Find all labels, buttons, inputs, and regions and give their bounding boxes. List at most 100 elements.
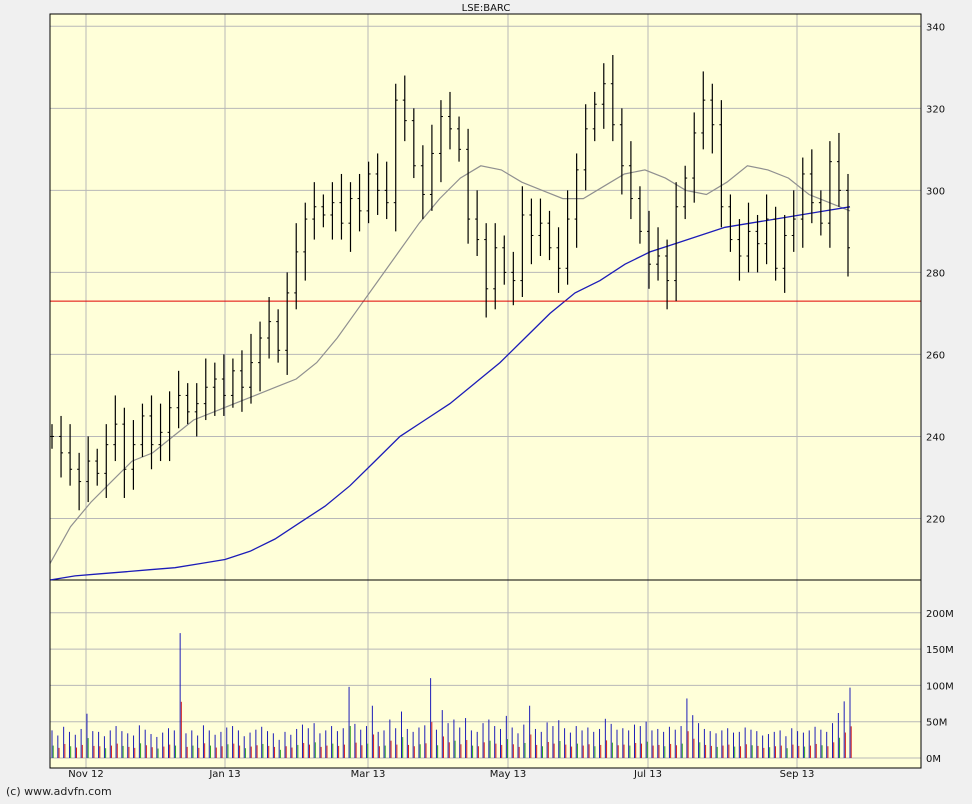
- price-bar: [637, 186, 642, 244]
- price-bar: [565, 190, 570, 285]
- volume-bar: [360, 729, 363, 758]
- volume-bar: [366, 726, 369, 758]
- volume-bar: [517, 733, 520, 758]
- volume-bar: [307, 728, 310, 758]
- volume-bar: [604, 718, 608, 758]
- price-bar: [294, 223, 299, 310]
- volume-bar: [261, 726, 264, 758]
- price-bar: [809, 149, 814, 224]
- volume-bar: [797, 731, 800, 758]
- volume-bar: [826, 731, 829, 758]
- volume-tick-label: 200M: [926, 609, 954, 620]
- volume-bar: [296, 728, 299, 758]
- volume-bar: [138, 725, 142, 758]
- volume-bar: [272, 733, 276, 758]
- price-bar: [827, 141, 832, 248]
- volume-bar: [459, 727, 462, 758]
- volume-bar: [412, 731, 415, 758]
- volume-bar: [191, 730, 194, 758]
- plot-border: [49, 13, 922, 769]
- price-bar: [303, 202, 308, 281]
- price-bar: [520, 186, 525, 297]
- volume-bar: [226, 727, 229, 758]
- price-bar: [647, 210, 651, 289]
- volume-bar: [430, 678, 433, 758]
- volume-bar: [616, 729, 619, 758]
- volume-bar: [581, 730, 584, 758]
- price-bar: [448, 91, 452, 150]
- x-tick-label: Sep 13: [780, 769, 815, 780]
- volume-bar: [267, 731, 270, 758]
- volume-bar: [651, 730, 654, 758]
- volume-bar: [476, 731, 479, 758]
- price-bar: [836, 132, 841, 207]
- volume-bar: [698, 723, 701, 758]
- volume-bar: [383, 730, 386, 758]
- volume-bar: [68, 731, 72, 758]
- price-tick-label: 240: [926, 432, 945, 443]
- volume-bar: [377, 731, 380, 758]
- volume-bar: [599, 728, 602, 758]
- price-bar: [737, 219, 742, 281]
- volume-bar: [744, 727, 747, 758]
- price-bar: [547, 210, 552, 261]
- volume-bar: [674, 729, 677, 758]
- price-bars: [50, 55, 850, 511]
- volume-bar: [406, 728, 410, 758]
- volume-bar: [220, 731, 223, 758]
- volume-bar: [727, 728, 730, 758]
- volume-bar: [395, 728, 398, 758]
- volume-bar: [185, 733, 188, 758]
- volume-bar: [86, 713, 89, 758]
- price-bar: [59, 415, 64, 478]
- price-bar: [619, 108, 624, 195]
- price-bar: [628, 141, 633, 220]
- volume-bar: [441, 710, 444, 758]
- price-bar: [393, 83, 398, 232]
- volume-bar: [255, 729, 258, 758]
- price-bar: [86, 436, 91, 503]
- volume-bar: [156, 736, 159, 758]
- volume-bar: [575, 726, 578, 758]
- volume-bar: [843, 701, 846, 758]
- chart-title: LSE:BARC: [462, 3, 511, 14]
- price-bar: [95, 448, 100, 486]
- price-bar: [212, 362, 217, 416]
- volume-bar: [354, 723, 357, 758]
- volume-bar: [389, 719, 392, 758]
- price-bar: [77, 452, 82, 511]
- volume-bar: [750, 729, 753, 758]
- price-bar: [665, 239, 670, 310]
- volume-bar: [371, 705, 375, 758]
- price-bar: [529, 198, 534, 265]
- volume-bar: [639, 726, 643, 758]
- price-bar: [429, 124, 434, 211]
- price-bar: [846, 173, 850, 277]
- price-bar: [438, 100, 443, 183]
- price-bar: [348, 182, 353, 252]
- volume-bar: [534, 728, 538, 758]
- volume-bar: [173, 730, 177, 758]
- volume-bar: [767, 734, 771, 758]
- volume-bar: [237, 730, 241, 758]
- volume-bar: [762, 735, 765, 758]
- volume-bar: [633, 724, 637, 758]
- price-bar: [755, 214, 760, 273]
- x-tick-label: Jan 13: [208, 769, 240, 780]
- volume-bar: [628, 730, 631, 758]
- price-bar: [800, 157, 805, 248]
- price-bar: [764, 194, 769, 265]
- x-tick-label: Mar 13: [351, 769, 386, 780]
- price-bar: [375, 153, 380, 215]
- volume-bar: [494, 726, 497, 758]
- price-bar: [176, 370, 181, 429]
- sma-200-line: [49, 206, 851, 581]
- volume-tick-label: 50M: [926, 718, 947, 729]
- price-bar: [267, 297, 272, 359]
- volume-bar: [290, 734, 293, 758]
- volume-bar: [756, 731, 759, 758]
- price-bar: [402, 75, 407, 142]
- volume-bar: [837, 712, 841, 758]
